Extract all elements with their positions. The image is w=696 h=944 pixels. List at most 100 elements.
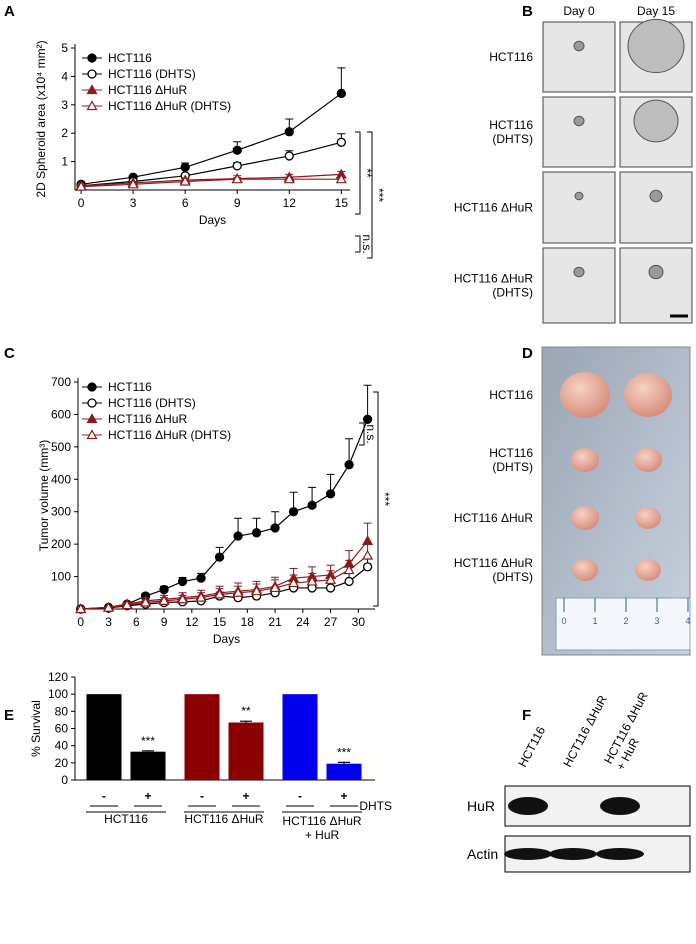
marker [177,593,189,604]
x-tick-label: - [200,789,204,803]
marker [362,562,373,572]
marker [179,175,191,186]
x-tick-label: 3 [105,615,112,629]
bar [326,763,362,780]
y-axis-label: Tumor volume (mm³) [37,440,51,552]
marker [158,595,170,605]
spheroid [633,99,679,143]
marker [87,53,97,63]
marker [159,584,169,595]
marker [288,507,299,517]
tumor [634,448,662,472]
x-tick-label: 9 [234,196,241,210]
marker [195,591,207,602]
marker [307,500,317,510]
row-label: HCT116 ΔHuR (DHTS) [454,556,533,584]
marker [127,178,139,189]
legend-label: HCT116 ΔHuR (DHTS) [108,99,231,113]
x-tick-label: 15 [335,196,349,210]
spheroid [573,266,585,278]
x-tick-label: 12 [185,615,199,629]
bar [86,694,122,780]
marker [177,576,188,587]
ruler [555,597,691,651]
marker [214,552,225,562]
y-tick-label: 120 [48,670,68,684]
x-tick-label: 24 [296,615,310,629]
marker [336,88,346,99]
spheroid [649,189,663,203]
error-bar [240,720,252,723]
marker [343,564,355,575]
column-header: Day 0 [563,4,595,18]
marker [362,535,374,545]
y-tick-label: 100 [51,570,71,584]
marker [86,429,98,440]
lane-label: HCT116 ΔHuR+ HuR [601,689,663,772]
spheroid [573,40,585,52]
spheroid [627,18,685,74]
x-tick-label: + [340,789,347,803]
tumor [571,506,599,530]
ruler-label: 2 [623,616,628,626]
marker [87,382,97,392]
band [549,848,597,860]
row-label: HCT116 (DHTS) [489,446,533,474]
y-tick-label: 20 [55,756,69,770]
y-tick-label: 500 [51,440,71,454]
marker [86,413,98,424]
x-tick-label: 9 [161,615,168,629]
marker [362,549,374,560]
tumor [635,507,661,529]
y-tick-label: 80 [55,704,69,718]
marker [270,523,280,533]
x-tick-label: + [144,789,151,803]
row-label: HuR [467,798,495,814]
x-tick-label: 18 [241,615,255,629]
row-label: HCT116 (DHTS) [489,118,533,146]
series-line [81,141,342,187]
factor-label: DHTS [359,799,392,813]
bracket [367,131,373,259]
x-tick-label: 3 [130,196,137,210]
bar [228,722,264,780]
x-tick-label: - [102,789,106,803]
tumor [571,448,599,472]
ruler-label: 1 [592,616,597,626]
panel-label: B [522,3,533,20]
bracket [359,422,365,446]
marker [75,603,87,614]
micrograph [542,96,616,168]
bracket [355,235,361,253]
y-tick-label: 600 [51,407,71,421]
marker [232,587,244,597]
error-bar [363,384,372,420]
bracket [373,391,379,607]
tumor [635,559,661,581]
tumor [560,372,610,418]
x-tick-label: 30 [352,615,366,629]
spheroid [648,264,664,280]
panel-label: F [522,707,531,724]
significance-label: ** [241,704,251,718]
significance-label: *** [378,492,392,506]
band [596,848,644,860]
marker [214,588,226,599]
x-tick-label: 6 [133,615,140,629]
legend-label: HCT116 ΔHuR [108,412,187,426]
marker [87,69,97,79]
bar [184,694,220,780]
marker [232,161,242,171]
ruler-label: 0 [561,616,566,626]
legend-label: HCT116 (DHTS) [108,67,196,81]
series-line [80,555,368,610]
marker [344,460,354,470]
micrograph [542,171,616,244]
tumor [572,559,598,581]
row-label: HCT116 [489,388,533,402]
x-tick-label: 0 [78,196,85,210]
y-tick-label: 200 [51,537,71,551]
x-tick-label: 12 [283,196,297,210]
ruler-label: 4 [685,616,690,626]
marker [288,577,300,588]
